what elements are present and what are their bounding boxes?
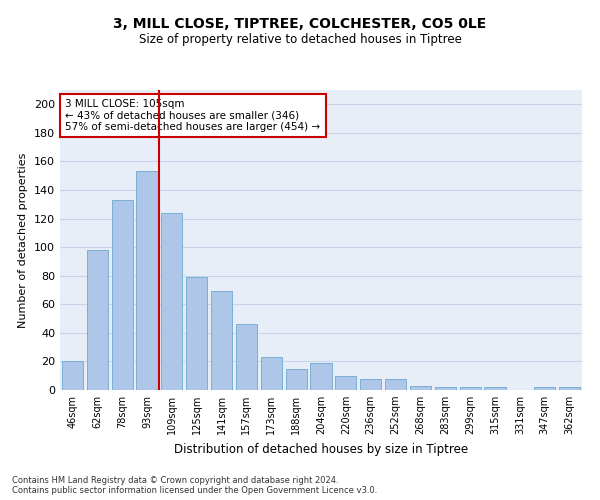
Bar [87, 250, 108, 390]
Bar [335, 376, 356, 390]
Text: 3 MILL CLOSE: 105sqm
← 43% of detached houses are smaller (346)
57% of semi-deta: 3 MILL CLOSE: 105sqm ← 43% of detached h… [65, 99, 320, 132]
Bar [460, 387, 481, 390]
Bar [310, 363, 332, 390]
Bar [410, 386, 431, 390]
Bar [136, 172, 158, 390]
Bar [186, 277, 207, 390]
Bar [236, 324, 257, 390]
Bar [161, 213, 182, 390]
Bar [211, 292, 232, 390]
Bar [435, 387, 456, 390]
Bar [559, 387, 580, 390]
Bar [286, 368, 307, 390]
Text: Size of property relative to detached houses in Tiptree: Size of property relative to detached ho… [139, 32, 461, 46]
Bar [62, 362, 83, 390]
Bar [360, 378, 381, 390]
Bar [484, 387, 506, 390]
Bar [112, 200, 133, 390]
Y-axis label: Number of detached properties: Number of detached properties [19, 152, 28, 328]
Text: 3, MILL CLOSE, TIPTREE, COLCHESTER, CO5 0LE: 3, MILL CLOSE, TIPTREE, COLCHESTER, CO5 … [113, 18, 487, 32]
Text: Contains HM Land Registry data © Crown copyright and database right 2024.
Contai: Contains HM Land Registry data © Crown c… [12, 476, 377, 495]
Bar [261, 357, 282, 390]
Text: Distribution of detached houses by size in Tiptree: Distribution of detached houses by size … [174, 442, 468, 456]
Bar [385, 378, 406, 390]
Bar [534, 387, 555, 390]
